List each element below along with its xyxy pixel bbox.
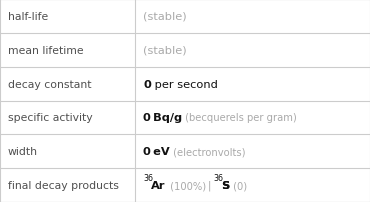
Text: 36: 36 xyxy=(143,173,153,182)
Text: width: width xyxy=(8,146,38,157)
Text: (stable): (stable) xyxy=(143,45,187,56)
Text: Ar: Ar xyxy=(151,180,165,190)
Text: 0: 0 xyxy=(143,79,151,89)
Text: S: S xyxy=(221,180,229,190)
Text: (100%): (100%) xyxy=(166,180,206,190)
Text: mean lifetime: mean lifetime xyxy=(8,45,84,56)
Text: 0 eV: 0 eV xyxy=(143,146,170,157)
Text: (electronvolts): (electronvolts) xyxy=(170,146,245,157)
Text: (stable): (stable) xyxy=(143,12,187,22)
Text: per second: per second xyxy=(151,79,218,89)
Text: S: S xyxy=(221,180,229,190)
Text: decay constant: decay constant xyxy=(8,79,91,89)
Text: (becquerels per gram): (becquerels per gram) xyxy=(182,113,297,123)
Text: 36: 36 xyxy=(213,173,223,182)
Text: half-life: half-life xyxy=(8,12,48,22)
Text: |: | xyxy=(208,180,211,190)
Text: (0): (0) xyxy=(230,180,248,190)
Text: final decay products: final decay products xyxy=(8,180,119,190)
Text: specific activity: specific activity xyxy=(8,113,92,123)
Text: 0 Bq/g: 0 Bq/g xyxy=(143,113,182,123)
